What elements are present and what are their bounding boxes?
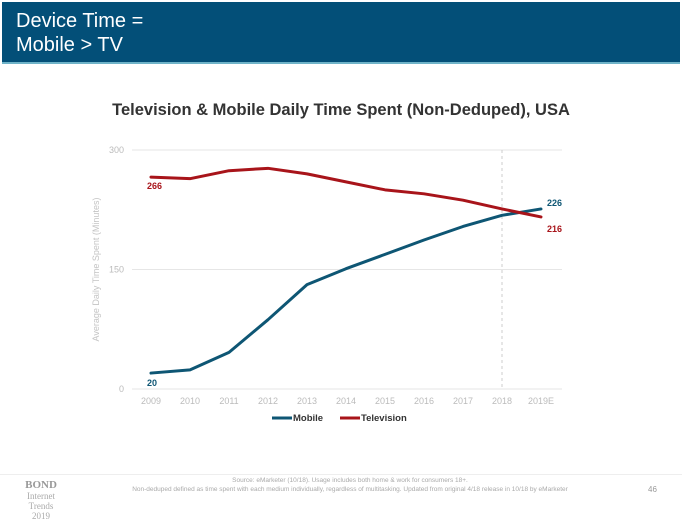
x-tick-label: 2009 (141, 396, 161, 406)
y-tick-label: 300 (109, 145, 124, 155)
logo-line2: Internet Trends (14, 491, 68, 511)
source-note: Source: eMarketer (10/18). Usage include… (120, 476, 580, 494)
y-tick-label: 150 (109, 265, 124, 275)
x-tick-label: 2011 (219, 396, 238, 406)
legend-label-mobile: Mobile (293, 413, 323, 424)
x-tick-label: 2017 (453, 396, 473, 406)
x-tick-label: 2019E (528, 396, 554, 406)
legend-label-television: Television (361, 413, 407, 424)
y-axis-label: Average Daily Time Spent (Minutes) (91, 198, 101, 342)
source-line2: Non-deduped defined as time spent with e… (120, 485, 580, 494)
x-tick-label: 2010 (180, 396, 200, 406)
x-tick-label: 2012 (258, 396, 278, 406)
y-tick-label: 0 (119, 384, 124, 394)
x-tick-label: 2016 (414, 396, 434, 406)
logo-line3: 2019 (14, 511, 68, 521)
data-label-mobile-first: 20 (147, 378, 157, 388)
x-tick-label: 2015 (375, 396, 395, 406)
x-tick-label: 2013 (297, 396, 317, 406)
data-label-mobile-last: 226 (547, 198, 562, 208)
source-line1: Source: eMarketer (10/18). Usage include… (120, 476, 580, 485)
data-label-television-first: 266 (147, 181, 162, 191)
x-tick-label: 2018 (492, 396, 512, 406)
series-line-television (151, 168, 541, 217)
footer-divider (0, 474, 682, 475)
x-tick-label: 2014 (336, 396, 356, 406)
data-label-television-last: 216 (547, 224, 562, 234)
page-number: 46 (648, 485, 657, 494)
logo-line1: BOND (14, 479, 68, 491)
bond-logo: BOND Internet Trends 2019 (14, 479, 68, 521)
series-line-mobile (151, 209, 541, 373)
